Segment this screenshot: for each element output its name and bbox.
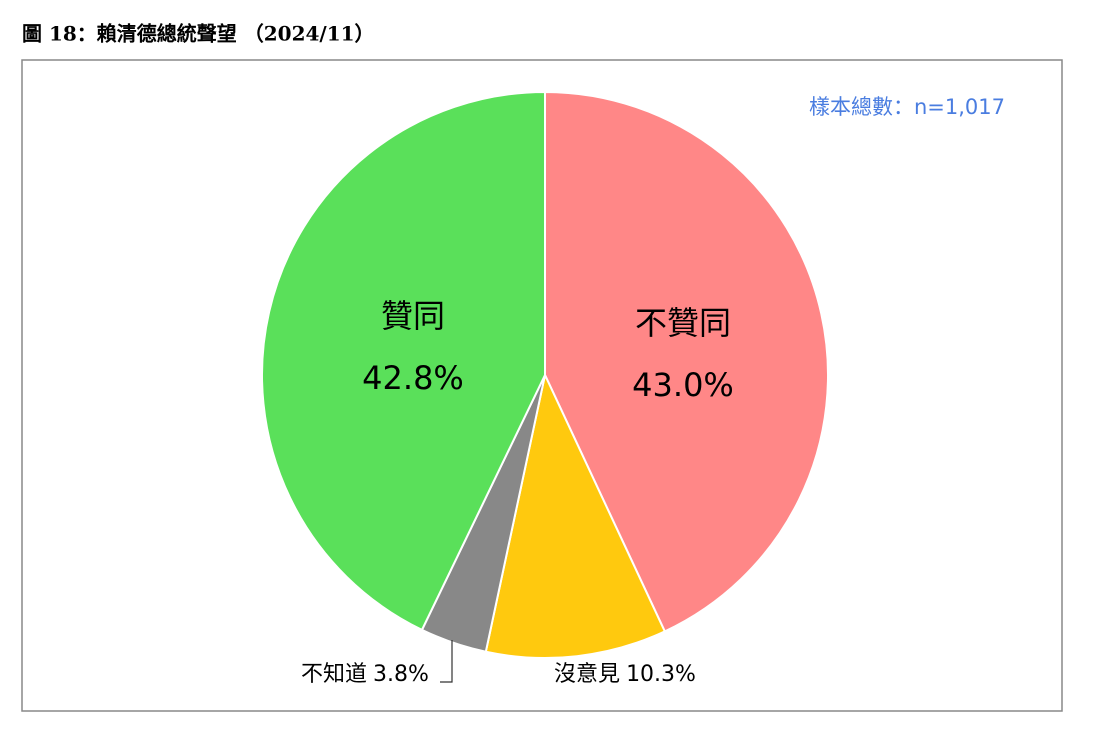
slice-label: 沒意見 [554, 662, 620, 687]
value-label: 42.8% [362, 359, 464, 397]
annotation: 樣本總數：n=1,017 [809, 95, 1005, 119]
pie-slice [544, 90, 829, 633]
value-label: 3.8% [373, 662, 429, 687]
value-label: 10.3% [626, 662, 696, 687]
chart-title: 圖 18：賴清德總統聲望 （2024/11） [22, 22, 375, 46]
slice-label: 不贊同 [635, 304, 731, 342]
leader-line [440, 640, 453, 683]
slice-label: 贊同 [381, 297, 445, 335]
slice-label-group: 沒意見 10.3% [554, 662, 696, 687]
value-label: 43.0% [632, 366, 734, 404]
slice-label-group: 不知道 3.8% [301, 662, 429, 687]
slice-label: 不知道 [301, 662, 367, 687]
pie-slice [261, 90, 546, 632]
pie: 不贊同 43.0% 沒意見 10.3% 不知道 3.8% 贊同 42.8% [261, 90, 829, 687]
